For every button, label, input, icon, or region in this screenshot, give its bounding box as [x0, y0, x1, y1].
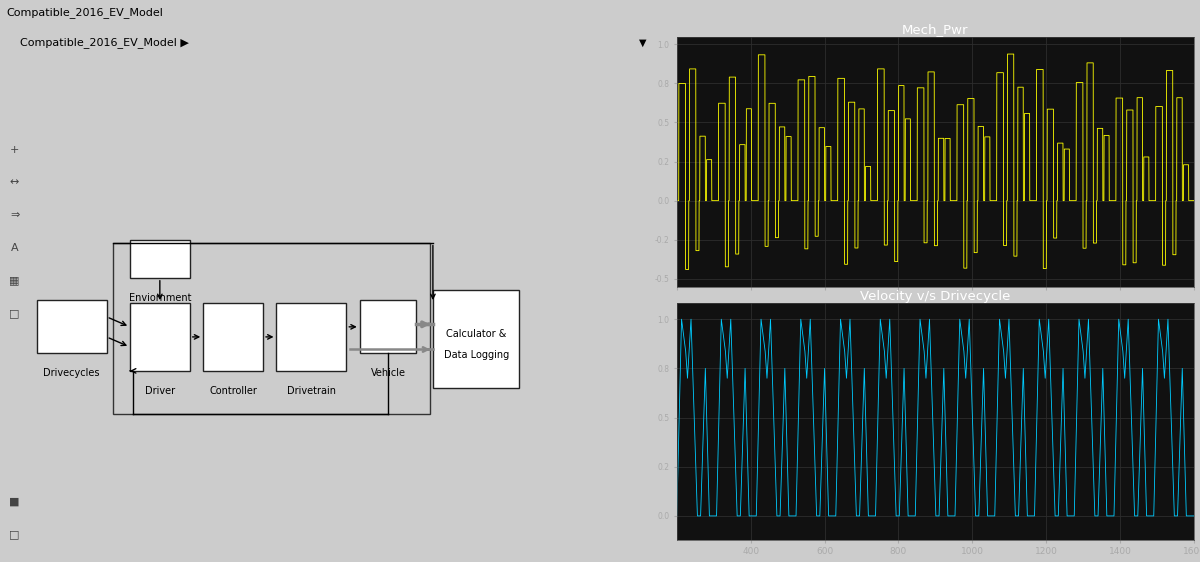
Text: ▦: ▦	[10, 275, 20, 285]
Text: ▼: ▼	[638, 38, 646, 48]
Title: Velocity v/s Drivecycle: Velocity v/s Drivecycle	[860, 291, 1010, 303]
FancyBboxPatch shape	[130, 240, 190, 278]
Text: Calculator &: Calculator &	[446, 329, 506, 339]
Text: ↔: ↔	[10, 177, 19, 187]
Text: ⇒: ⇒	[10, 210, 19, 220]
Text: □: □	[10, 308, 20, 318]
Text: Enviornment: Enviornment	[128, 293, 191, 303]
FancyBboxPatch shape	[433, 291, 520, 388]
Text: ■: ■	[10, 497, 20, 506]
FancyBboxPatch shape	[130, 303, 190, 371]
FancyBboxPatch shape	[37, 301, 107, 353]
Text: +: +	[10, 144, 19, 155]
Text: Drivetrain: Drivetrain	[287, 386, 336, 396]
Text: A: A	[11, 243, 18, 253]
Text: Vehicle: Vehicle	[371, 368, 406, 378]
Text: Driver: Driver	[145, 386, 175, 396]
Text: □: □	[10, 529, 20, 540]
FancyBboxPatch shape	[276, 303, 347, 371]
Text: Data Logging: Data Logging	[444, 350, 509, 360]
FancyBboxPatch shape	[203, 303, 263, 371]
Text: Compatible_2016_EV_Model ▶: Compatible_2016_EV_Model ▶	[20, 37, 188, 48]
Text: Controller: Controller	[209, 386, 257, 396]
Text: Compatible_2016_EV_Model: Compatible_2016_EV_Model	[6, 7, 163, 18]
FancyBboxPatch shape	[360, 301, 416, 353]
Title: Mech_Pwr: Mech_Pwr	[902, 24, 968, 37]
Text: Drivecycles: Drivecycles	[43, 368, 100, 378]
